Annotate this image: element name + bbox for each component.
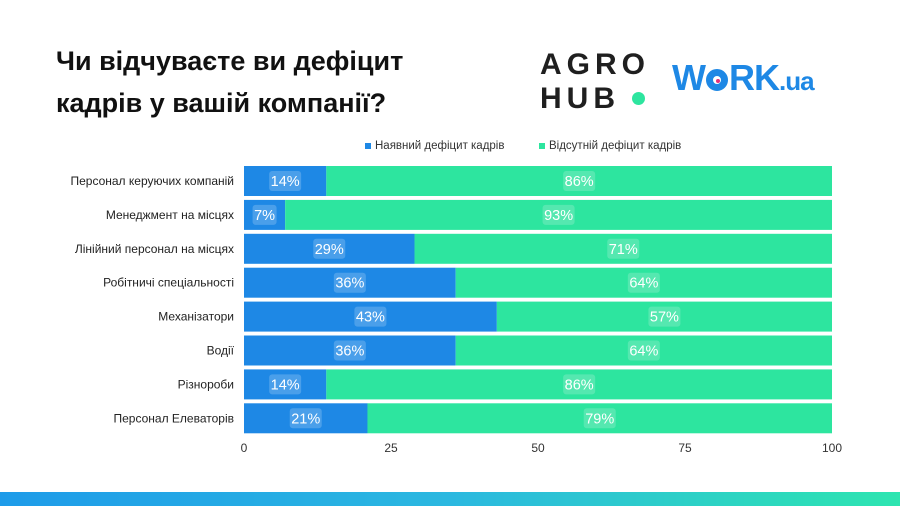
data-label-bg xyxy=(563,374,596,395)
data-label: 79% xyxy=(585,411,614,427)
x-tick-label: 0 xyxy=(241,441,248,455)
category-label: Механізатори xyxy=(158,310,234,324)
category-label: Лінійний персонал на місцях xyxy=(75,242,234,256)
workua-logo-ua: .ua xyxy=(778,66,815,96)
x-tick-label: 100 xyxy=(822,441,842,455)
data-label-bg xyxy=(252,204,277,225)
agrohub-logo-line-2: HUB xyxy=(540,82,620,115)
data-label-bg xyxy=(289,408,322,429)
category-label: Персонал керуючих компаній xyxy=(70,174,234,188)
data-label-bg xyxy=(648,306,681,327)
data-label-bg xyxy=(627,272,660,293)
data-label: 29% xyxy=(315,242,344,258)
legend-label-1: Відсутній дефіцит кадрів xyxy=(549,140,681,152)
x-tick-label: 25 xyxy=(384,441,398,455)
data-label: 86% xyxy=(565,377,594,393)
data-label: 64% xyxy=(629,276,658,292)
data-label: 71% xyxy=(609,242,638,258)
data-label: 7% xyxy=(254,208,275,224)
data-label: 14% xyxy=(271,377,300,393)
workua-logo-rk: RK xyxy=(728,57,780,98)
agrohub-logo-dot xyxy=(632,92,645,105)
category-label: Робітничі спеціальності xyxy=(103,276,234,290)
data-label-bg xyxy=(627,340,660,361)
legend-label-0: Наявний дефіцит кадрів xyxy=(375,140,504,152)
data-label: 36% xyxy=(335,344,364,360)
workua-logo-o-icon xyxy=(705,69,728,91)
data-label: 64% xyxy=(629,344,658,360)
data-label-bg xyxy=(607,238,640,259)
data-label-bg xyxy=(563,171,596,191)
data-label-bg xyxy=(313,238,346,259)
legend-swatch-1 xyxy=(539,143,545,149)
category-label: Менеджмент на місцях xyxy=(106,208,234,222)
data-label-bg xyxy=(269,374,302,395)
x-tick-label: 75 xyxy=(678,441,692,455)
data-label: 43% xyxy=(356,310,385,326)
data-label-bg xyxy=(354,306,387,327)
data-label-bg xyxy=(583,408,616,429)
workua-logo: W RK.ua xyxy=(672,57,815,101)
workua-logo-w: W xyxy=(672,57,706,98)
title-line-2: кадрів у вашій компанії? xyxy=(56,88,387,118)
agrohub-logo: AGRO HUB xyxy=(540,48,650,116)
agrohub-logo-line-1: AGRO xyxy=(540,48,650,81)
data-label: 21% xyxy=(291,411,320,427)
data-label-bg xyxy=(333,340,366,361)
data-label: 93% xyxy=(544,208,573,224)
data-label: 86% xyxy=(565,174,594,190)
data-label-bg xyxy=(542,204,575,225)
x-tick-label: 50 xyxy=(531,441,545,455)
category-label: Персонал Елеваторів xyxy=(114,411,235,425)
chart-title: Чи відчуваєте ви дефіцит кадрів у вашій … xyxy=(56,40,496,124)
legend-swatch-0 xyxy=(365,143,371,149)
category-label: Різнороби xyxy=(178,377,234,391)
title-line-1: Чи відчуваєте ви дефіцит xyxy=(56,46,404,76)
data-label: 57% xyxy=(650,310,679,326)
data-label-bg xyxy=(333,272,366,293)
bottom-gradient-bar xyxy=(0,492,900,506)
data-label: 14% xyxy=(271,174,300,190)
category-label: Водії xyxy=(207,344,235,358)
data-label: 36% xyxy=(335,276,364,292)
data-label-bg xyxy=(269,171,302,191)
